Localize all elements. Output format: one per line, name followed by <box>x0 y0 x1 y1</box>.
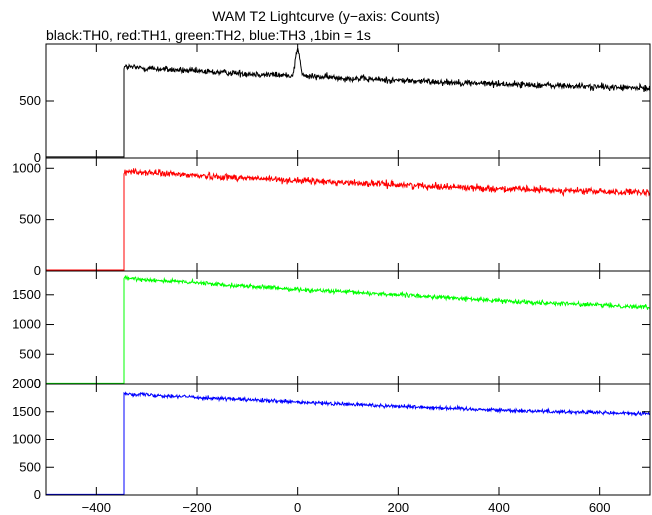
y-tick-label-2-1: 500 <box>19 346 41 361</box>
series-line-th1 <box>46 167 651 271</box>
y-tick-label-2-2: 1000 <box>12 317 41 332</box>
y-tick-label-3-4: 2000 <box>12 376 41 391</box>
y-tick-label-2-0: 0 <box>34 376 41 391</box>
y-tick-label-1-1: 500 <box>19 212 41 227</box>
panel-frame-2 <box>45 270 651 385</box>
y-tick-label-3-1: 500 <box>19 459 41 474</box>
panel-frame-3 <box>45 383 651 496</box>
series-line-th0 <box>46 47 651 158</box>
y-tick-label-2-3: 1500 <box>12 287 41 302</box>
series-line-th2 <box>46 274 651 384</box>
panel-frame-0 <box>45 43 651 159</box>
y-tick-label-1-0: 0 <box>34 263 41 278</box>
x-tick-label-4: 400 <box>488 500 510 515</box>
x-tick-label-0: −400 <box>82 500 111 515</box>
x-tick-label-3: 200 <box>387 500 409 515</box>
series-line-th3 <box>46 391 651 495</box>
chart-title: WAM T2 Lightcurve (y−axis: Counts) <box>212 8 440 24</box>
y-tick-label-0-1: 500 <box>19 93 41 108</box>
y-tick-label-3-0: 0 <box>34 487 41 502</box>
x-tick-label-5: 600 <box>589 500 611 515</box>
panel-frame-1 <box>45 157 651 272</box>
y-tick-label-3-3: 1500 <box>12 404 41 419</box>
chart-subtitle: black:TH0, red:TH1, green:TH2, blue:TH3 … <box>46 27 371 43</box>
x-tick-label-1: −200 <box>182 500 211 515</box>
y-tick-label-0-0: 0 <box>34 150 41 165</box>
y-tick-label-1-2: 1000 <box>12 160 41 175</box>
x-tick-label-2: 0 <box>294 500 301 515</box>
y-tick-label-3-2: 1000 <box>12 432 41 447</box>
